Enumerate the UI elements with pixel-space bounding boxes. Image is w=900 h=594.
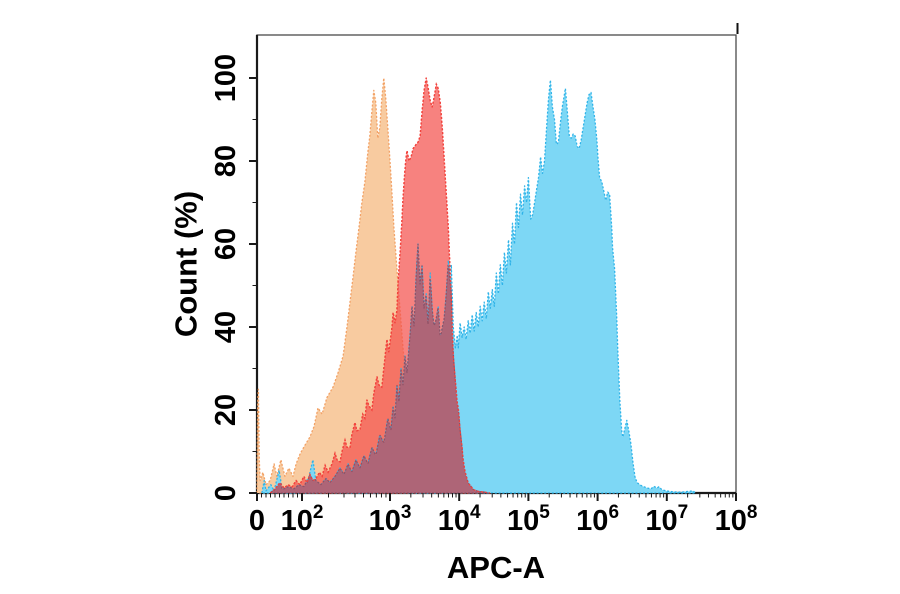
y-tick-label: 0 (210, 485, 242, 501)
x-tick-label: 106 (576, 502, 619, 537)
x-tick-label: 102 (281, 502, 324, 537)
y-axis-title: Count (%) (169, 191, 204, 337)
x-tick-label: 104 (438, 502, 481, 537)
x-axis-title: APC-A (447, 550, 545, 585)
x-tick-label: 107 (645, 502, 688, 537)
red-histogram-outline (269, 77, 491, 494)
x-tick-label: 108 (715, 502, 758, 537)
x-tick-label: 103 (369, 502, 412, 537)
orange-histogram (256, 77, 481, 494)
y-tick-label: 100 (210, 54, 242, 102)
y-tick-label: 20 (210, 394, 242, 426)
y-tick-label: 40 (210, 311, 242, 343)
axis-labels-group: 0 102 103 104 105 106 107 108 0 20 40 60 80 100 (210, 54, 757, 537)
x-tick-label: 105 (507, 502, 550, 537)
x-tick-label: 0 (249, 505, 265, 537)
axis-ticks-group (249, 77, 737, 501)
y-tick-label: 60 (210, 228, 242, 260)
y-tick-label: 80 (210, 145, 242, 177)
histogram-series-group (256, 77, 697, 494)
